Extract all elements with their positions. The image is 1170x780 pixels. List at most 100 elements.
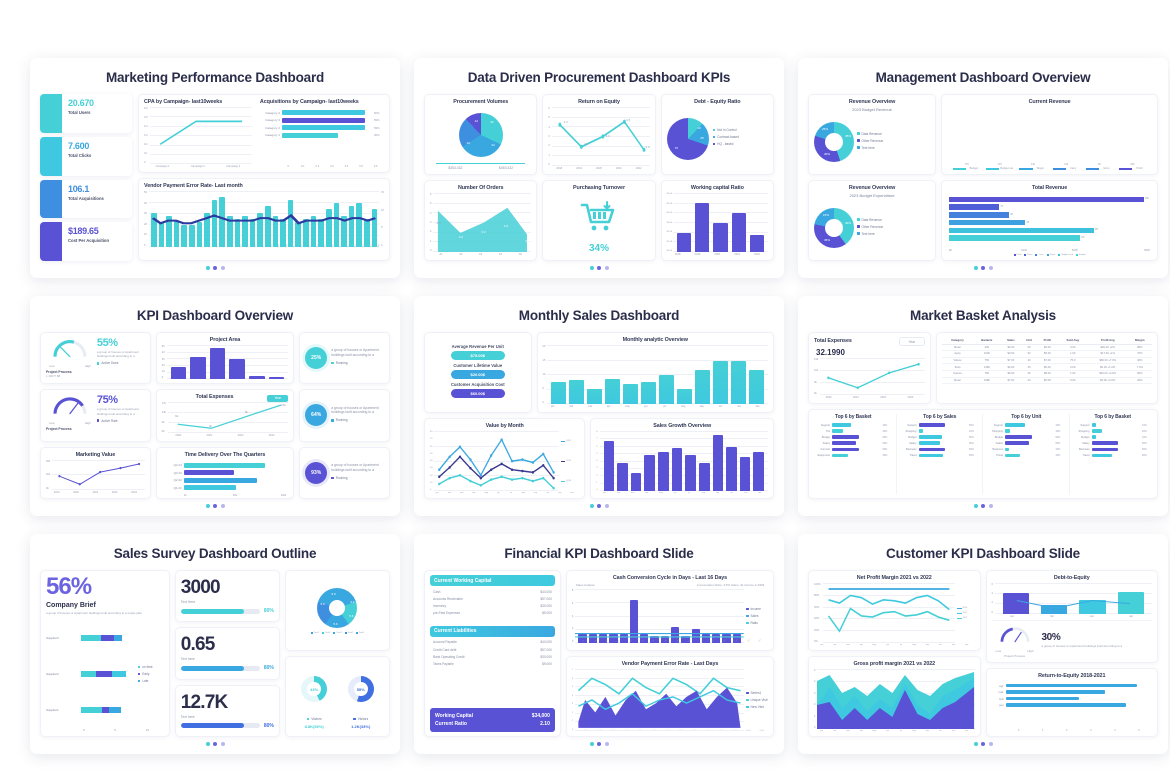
year-badge[interactable]: Year xyxy=(267,394,289,402)
gauge-tick: High xyxy=(84,364,91,368)
x-tick: sep xyxy=(533,492,537,494)
bar xyxy=(753,451,765,491)
y-axis-labels: 8 7 6 5 4 3 2 1 0 xyxy=(596,431,597,491)
progress-track[interactable] xyxy=(180,608,260,614)
x-axis-labels: w1 w2 w3 w4 w5 w6 w7 w8 w9 w10 w11 w12 w13 w14 w15 w16 w… xyxy=(144,244,384,256)
data-label: 4.0 xyxy=(436,221,441,226)
bar-value: 75 xyxy=(1000,206,1003,209)
progress-track[interactable] xyxy=(180,723,260,729)
y-tick: 9k xyxy=(161,420,165,424)
pie-chart-procurement: 32 34 22 12 xyxy=(430,107,531,163)
combo-chart-vendor xyxy=(148,191,380,247)
y-tick: 50 xyxy=(144,191,147,195)
slide-customer-kpi-dashboard-slide[interactable]: Customer KPI Dashboard Slide Net Profit … xyxy=(798,534,1168,754)
y-tick: 60% xyxy=(814,605,820,609)
table-cell: $20.00 +2% xyxy=(1087,344,1128,352)
bar-wrap: 250 xyxy=(1119,163,1146,166)
carousel-dots[interactable] xyxy=(40,261,390,272)
bar-label: Business xyxy=(905,447,917,451)
legend-revenue: Data Revenue Other Revenue Text here xyxy=(857,132,930,153)
panel-category-table: Category Baskets Sales Unit Profit Sold Avg Pr… xyxy=(936,332,1158,405)
table-row: Cash $43.000 xyxy=(430,588,555,595)
legend-dot xyxy=(1046,254,1049,256)
x-tick: jan xyxy=(551,405,555,408)
chart-title: Procurement Volumes xyxy=(453,99,509,105)
kpi-card-total-clicks[interactable]: 7.600 Total Clicks xyxy=(40,136,132,176)
y-tick: 60k xyxy=(46,459,51,463)
visitor-value: 8.8K(56%) xyxy=(304,724,324,729)
panel-sales-growth: Sales Growth Overview 8 7 6 5 4 3 2 1 0 jan feb ma… xyxy=(590,418,774,499)
slide-marketing-performance-dashboard[interactable]: Marketing Performance Dashboard 20.670 T… xyxy=(30,58,400,278)
legend-item: Text5 xyxy=(355,631,364,634)
stat-value: 3000 xyxy=(180,577,221,599)
y-tick: 100% xyxy=(814,583,821,586)
carousel-dots[interactable] xyxy=(40,737,390,748)
kpi-card-cost-per-acquisition[interactable]: $189.65 Cost Per Acquisition xyxy=(40,222,132,261)
y-tick: 2 xyxy=(991,601,993,605)
bar-label: feb xyxy=(999,696,1004,701)
metric-value: $60.00$ xyxy=(450,389,505,398)
legend-item: 2018 xyxy=(561,480,579,482)
carousel-dots[interactable] xyxy=(424,261,774,272)
bar xyxy=(619,633,628,643)
bar xyxy=(949,196,1144,203)
x-tick: 2022 xyxy=(754,253,760,256)
carousel-dots[interactable] xyxy=(808,261,1158,272)
legend-label: Budget used xyxy=(1061,254,1073,256)
legend-label: Visitors xyxy=(311,717,322,721)
bar xyxy=(257,212,264,247)
bar xyxy=(949,235,1080,241)
legend-cash-conversion: Income Sales Ratio xyxy=(746,589,768,643)
bar-row: Supplier2 xyxy=(46,670,135,677)
slide-data-driven-procurement-dashboard-kpis[interactable]: Data Driven Procurement Dashboard KPIs P… xyxy=(414,58,784,278)
table-row: Credit Card debt $57.000 xyxy=(430,646,555,653)
y-tick: 1 xyxy=(596,481,598,484)
slide-management-dashboard-overview[interactable]: Management Dashboard Overview Revenue Ov… xyxy=(798,58,1168,278)
slide-monthly-sales-dashboard[interactable]: Monthly Sales Dashboard Average Revenue … xyxy=(414,296,784,516)
y-tick: 40 xyxy=(430,460,433,462)
carousel-dots[interactable] xyxy=(424,499,774,510)
panel-number-of-orders: Number Of Orders 6 5 4 3 2 1 0 xyxy=(424,180,538,261)
y-tick: 0 xyxy=(571,640,574,643)
kpi-card-total-acquisitions[interactable]: 106.1 Total Acquisitions xyxy=(40,179,132,219)
x-tick: 01-05 xyxy=(638,731,643,732)
bar-fill xyxy=(918,429,924,433)
progress-track[interactable] xyxy=(180,665,260,671)
y-tick: 10 xyxy=(381,208,384,212)
bar-label: Budget xyxy=(821,435,830,439)
bar-fill xyxy=(1005,429,1010,433)
slide-market-basket-analysis[interactable]: Market Basket Analysis Total Expenses Ye… xyxy=(798,296,1168,516)
bar-label: Salary xyxy=(1082,441,1090,445)
legend-item: Text1 xyxy=(310,631,319,634)
data-table: Category Baskets Sales Unit Profit Sold Avg Pr… xyxy=(942,337,1152,385)
kpi-card-total-users[interactable]: 20.670 Total Users xyxy=(40,94,132,133)
legend-label: 2019 xyxy=(566,460,571,462)
bar-segment xyxy=(80,706,103,713)
bar xyxy=(630,473,642,491)
table-row: Taxes Payable $9.000 xyxy=(430,660,555,667)
x-tick: 2023 xyxy=(907,396,914,400)
kpi-value: 7.600 xyxy=(68,140,90,151)
slide-sales-survey-dashboard-outline[interactable]: Sales Survey Dashboard Outline 56% Compa… xyxy=(30,534,400,754)
carousel-dots[interactable] xyxy=(40,499,390,510)
table-cell: 0.00 xyxy=(1057,377,1088,385)
y-tick: 4 xyxy=(596,460,598,462)
x-tick: feb xyxy=(448,492,451,494)
slide-kpi-dashboard-overview[interactable]: KPI Dashboard Overview Low High Project xyxy=(30,296,400,516)
legend-dot xyxy=(986,167,1000,170)
carousel-dots[interactable] xyxy=(808,737,1158,748)
year-filter[interactable]: Year xyxy=(898,337,926,346)
carousel-dots[interactable] xyxy=(808,499,1158,510)
y-tick: 5 xyxy=(814,669,816,672)
gauge-tick: Low xyxy=(995,648,1002,653)
bar xyxy=(249,218,256,247)
panel-monthly-analytic: Monthly analytic Overview 20 15 10 5 0 xyxy=(536,332,774,413)
slide-financial-kpi-dashboard-slide[interactable]: Financial KPI Dashboard Slide Current Wo… xyxy=(414,534,784,754)
legend-dot xyxy=(1052,167,1066,170)
page-title: Sales Survey Dashboard Outline xyxy=(113,546,317,561)
donut-visitors-1: 43% xyxy=(301,676,328,702)
table-cell: 1080 xyxy=(972,377,1001,385)
data-label: 2.3 xyxy=(645,144,650,149)
y-tick: 0 xyxy=(144,161,146,165)
carousel-dots[interactable] xyxy=(424,737,774,748)
